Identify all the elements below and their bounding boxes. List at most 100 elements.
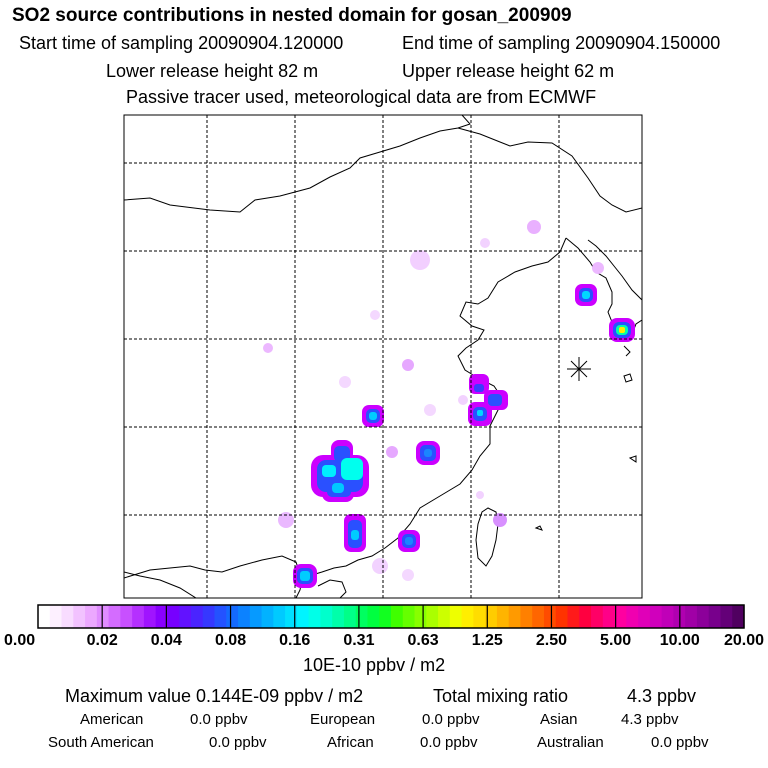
region-american-value: 0.0 ppbv [190, 711, 248, 728]
colorbar-cell [567, 605, 580, 628]
colorbar-tick-label: 5.00 [600, 632, 632, 649]
colorbar-cell [685, 605, 698, 628]
colorbar-cell [296, 605, 310, 628]
region-asian-value: 4.3 ppbv [621, 711, 679, 728]
colorbar-cell [249, 605, 263, 628]
colorbar-cell [355, 605, 369, 628]
source-yunnan-guizhou [311, 440, 369, 502]
source-hunan [344, 514, 366, 552]
amur-border [457, 127, 642, 213]
region-american-name: American [80, 711, 144, 728]
colorbar-tick-label: 0.63 [407, 632, 439, 649]
source-korea-seoul [575, 284, 597, 306]
total-mixing-ratio-label: Total mixing ratio [433, 686, 569, 706]
source-shanghai [468, 374, 508, 426]
colorbar-tick-label: 20.00 [723, 632, 764, 649]
colorbar-cell [508, 605, 522, 628]
map-layer [124, 115, 642, 598]
colorbar-cell [661, 605, 674, 628]
region-african-name: African [327, 734, 374, 751]
source-korea-busan [609, 318, 635, 342]
colorbar-tick-label: 0.08 [214, 632, 247, 649]
tracer-faint-8 [339, 376, 351, 388]
tracer-faint-4 [592, 262, 604, 274]
colorbar-cell [332, 605, 345, 628]
colorbar-cell [708, 605, 722, 628]
colorbar-cell [261, 605, 274, 628]
colorbar-cell [320, 605, 333, 628]
colorbar-cell [649, 605, 663, 628]
colorbar-cell [532, 605, 545, 628]
region-australian-name: Australian [537, 734, 604, 751]
tracer-faint-10 [386, 446, 398, 458]
hainan-coast [317, 579, 347, 598]
region-european-name: European [310, 711, 376, 728]
colorbar-cell [602, 605, 616, 628]
colorbar-cell [343, 605, 357, 628]
colorbar-cell [155, 605, 169, 628]
tracer-faint-9 [424, 404, 436, 416]
colorbar [38, 605, 745, 628]
colorbar-cell [73, 605, 86, 628]
colorbar-cell [367, 605, 380, 628]
colorbar-cell [414, 605, 427, 628]
colorbar-cell [85, 605, 98, 628]
tracer-faint-11 [458, 395, 468, 405]
colorbar-cell [190, 605, 204, 628]
region-african-value: 0.0 ppbv [420, 734, 478, 751]
start-time-label: Start time of sampling 20090904.120000 [19, 33, 344, 53]
colorbar-unit-label: 10E-10 ppbv / m2 [303, 655, 446, 675]
colorbar-cell [496, 605, 510, 628]
colorbar-cell [520, 605, 533, 628]
graticule-grid [124, 115, 642, 598]
colorbar-cell [49, 605, 63, 628]
source-jiangxi [416, 441, 440, 465]
colorbar-tick-label: 10.00 [659, 632, 700, 649]
colorbar-tick-label: 1.25 [471, 632, 503, 649]
colorbar-tick-label: 0.31 [343, 632, 375, 649]
map-frame [123, 114, 643, 599]
colorbar-tick-lines [101, 605, 681, 628]
colorbar-cell [226, 605, 239, 628]
colorbar-cell [696, 605, 710, 628]
colorbar-cell [391, 605, 404, 628]
region-european-value: 0.0 ppbv [422, 711, 480, 728]
colorbar-tick-label: 0.04 [150, 632, 182, 649]
colorbar-cell [285, 605, 298, 628]
colorbar-tick-label: 0.00 [4, 632, 36, 649]
colorbar-cell [426, 605, 439, 628]
tracer-faint-5 [370, 310, 380, 320]
colorbar-cell [120, 605, 133, 628]
colorbar-cell [179, 605, 192, 628]
colorbar-cell [143, 605, 157, 628]
colorbar-cell [38, 605, 51, 628]
colorbar-cell [579, 605, 592, 628]
colorbar-cell [614, 605, 627, 628]
chart-title: SO2 source contributions in nested domai… [12, 5, 572, 26]
colorbar-cell [449, 605, 463, 628]
source-guangxi [293, 564, 317, 588]
colorbar-cell [402, 605, 416, 628]
colorbar-cell [379, 605, 392, 628]
island-3 [534, 525, 543, 531]
colorbar-cell [543, 605, 557, 628]
region-south-american-name: South American [48, 734, 154, 751]
tracer-faint-15 [493, 513, 507, 527]
source-hubei [362, 405, 384, 427]
colorbar-cell [461, 605, 474, 628]
end-time-label: End time of sampling 20090904.150000 [402, 33, 721, 53]
tracer-note: Passive tracer used, meteorological data… [126, 87, 597, 107]
colorbar-cell [438, 605, 451, 628]
lower-release-label: Lower release height 82 m [106, 61, 319, 81]
tracer-faint-16 [476, 491, 484, 499]
tracer-faint-3 [410, 250, 430, 270]
japan-kyushu-coast [623, 345, 631, 357]
colorbar-cell [732, 605, 745, 628]
vietnam-border [124, 571, 197, 598]
max-value-label: Maximum value 0.144E-09 ppbv / m2 [65, 686, 364, 706]
colorbar-cell [96, 605, 110, 628]
region-asian-name: Asian [540, 711, 578, 728]
colorbar-frame [37, 604, 745, 629]
colorbar-cell [638, 605, 651, 628]
